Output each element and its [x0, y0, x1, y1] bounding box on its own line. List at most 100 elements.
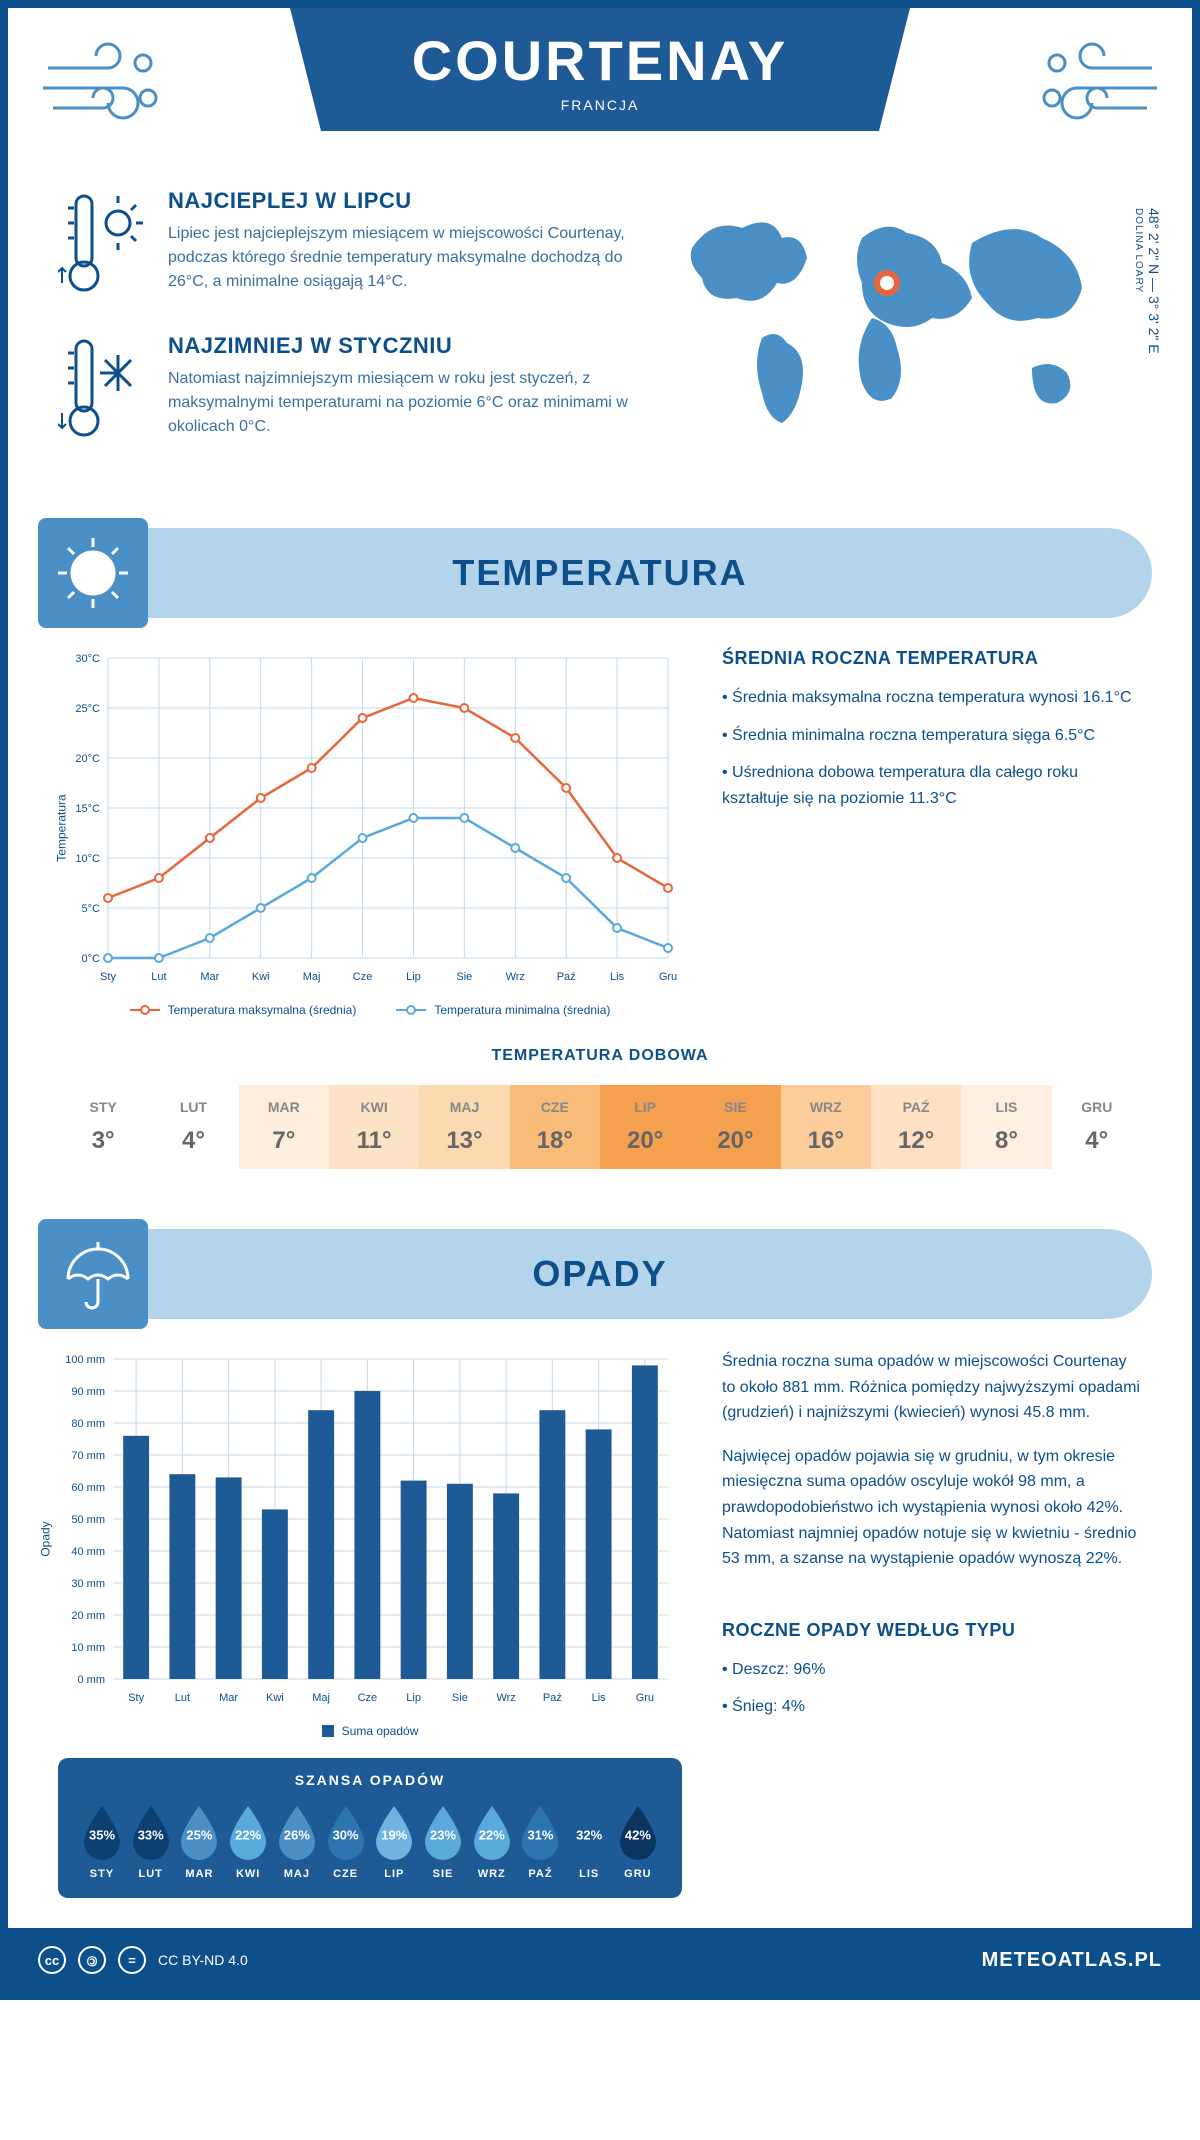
temp-cell: GRU 4° — [1052, 1085, 1142, 1169]
header: COURTENAY FRANCJA — [8, 8, 1192, 188]
svg-text:50 mm: 50 mm — [71, 1514, 105, 1526]
temp-cell: MAJ13° — [419, 1085, 509, 1169]
by-icon: 🄯 — [78, 1946, 106, 1974]
temp-value: 16° — [781, 1127, 871, 1155]
temp-cell: STY3° — [58, 1085, 148, 1169]
temp-value: 13° — [419, 1127, 509, 1155]
rain-drop: 26%MAJ — [273, 1802, 321, 1880]
temp-value: 20° — [690, 1127, 780, 1155]
rain-drop: 35% STY — [78, 1802, 126, 1880]
rain-chance-title: SZANSA OPADÓW — [78, 1772, 662, 1788]
svg-text:Sie: Sie — [456, 971, 472, 983]
svg-text:40 mm: 40 mm — [71, 1546, 105, 1558]
svg-text:Paź: Paź — [557, 971, 576, 983]
svg-text:70 mm: 70 mm — [71, 1450, 105, 1462]
svg-text:Lut: Lut — [175, 1692, 190, 1704]
location-marker-icon — [877, 273, 897, 293]
temp-value: 4° — [1052, 1127, 1142, 1155]
temperature-content: Temperatura 0°C5°C10°C15°C20°C25°C30°CSt… — [8, 648, 1192, 1047]
drop-value: 42% — [614, 1828, 662, 1843]
svg-text:30°C: 30°C — [75, 653, 100, 665]
temp-cell: CZE18° — [510, 1085, 600, 1169]
svg-text:Paź: Paź — [543, 1692, 562, 1704]
temperature-info: ŚREDNIA ROCZNA TEMPERATURA • Średnia mak… — [722, 648, 1142, 1017]
svg-text:Sie: Sie — [452, 1692, 468, 1704]
svg-text:100 mm: 100 mm — [65, 1354, 105, 1366]
world-map: 48° 2' 2" N — 3° 3' 2" E DOLINA LOARY — [662, 188, 1142, 478]
month-label: LIS — [961, 1099, 1051, 1115]
intro-section: NAJCIEPLEJ W LIPCU Lipiec jest najcieple… — [8, 188, 1192, 508]
temperature-line-chart: Temperatura 0°C5°C10°C15°C20°C25°C30°CSt… — [58, 648, 682, 1017]
svg-text:0 mm: 0 mm — [78, 1674, 106, 1686]
drop-value: 22% — [224, 1828, 272, 1843]
intro-text-column: NAJCIEPLEJ W LIPCU Lipiec jest najcieple… — [58, 188, 632, 478]
svg-text:Maj: Maj — [303, 971, 321, 983]
sun-icon — [38, 518, 148, 628]
drop-month: STY — [78, 1868, 126, 1880]
precip-type-item: • Deszcz: 96% — [722, 1657, 1142, 1683]
precip-legend: Suma opadów — [58, 1724, 682, 1738]
temp-ylabel: Temperatura — [55, 794, 69, 861]
temp-bullet: • Średnia minimalna roczna temperatura s… — [722, 723, 1142, 749]
temp-cell: LUT4° — [148, 1085, 238, 1169]
drop-value: 26% — [273, 1828, 321, 1843]
svg-text:15°C: 15°C — [75, 803, 100, 815]
country-label: FRANCJA — [290, 97, 910, 113]
rain-drop: 22%WRZ — [468, 1802, 516, 1880]
rain-drop: 30%CZE — [322, 1802, 370, 1880]
drop-month: GRU — [614, 1868, 662, 1880]
drop-month: LIP — [370, 1868, 418, 1880]
month-label: GRU — [1052, 1099, 1142, 1115]
svg-text:Cze: Cze — [353, 971, 373, 983]
svg-text:Sty: Sty — [100, 971, 116, 983]
precipitation-info: Średnia roczna suma opadów w miejscowośc… — [722, 1349, 1142, 1898]
temp-value: 4° — [148, 1127, 238, 1155]
rain-chance-panel: SZANSA OPADÓW 35%STY33%LUT25%MAR22%KWI26… — [58, 1758, 682, 1898]
drop-month: WRZ — [468, 1868, 516, 1880]
coords-value: 48° 2' 2" N — 3° 3' 2" E — [1146, 208, 1162, 354]
rain-drop: 19%LIP — [370, 1802, 418, 1880]
svg-text:Mar: Mar — [200, 971, 219, 983]
wind-icon-left — [38, 38, 168, 143]
svg-text:Cze: Cze — [358, 1692, 378, 1704]
drop-month: PAŹ — [516, 1868, 564, 1880]
month-label: PAŹ — [871, 1099, 961, 1115]
coldest-text: Natomiast najzimniejszym miesiącem w rok… — [168, 367, 632, 439]
precip-paragraph: Średnia roczna suma opadów w miejscowośc… — [722, 1349, 1142, 1426]
drop-value: 35% — [78, 1828, 126, 1843]
license-text: CC BY-ND 4.0 — [158, 1952, 248, 1968]
title-banner: COURTENAY FRANCJA — [290, 8, 910, 131]
svg-text:80 mm: 80 mm — [71, 1418, 105, 1430]
drop-month: KWI — [224, 1868, 272, 1880]
temp-legend: Temperatura maksymalna (średnia) Tempera… — [58, 1003, 682, 1017]
daily-temp-title: TEMPERATURA DOBOWA — [58, 1047, 1142, 1065]
nd-icon: = — [118, 1946, 146, 1974]
svg-text:Sty: Sty — [128, 1692, 144, 1704]
temp-value: 7° — [239, 1127, 329, 1155]
drop-value: 25% — [175, 1828, 223, 1843]
temperature-heading: TEMPERATURA — [48, 552, 1152, 594]
drop-value: 33% — [127, 1828, 175, 1843]
svg-text:Lut: Lut — [151, 971, 166, 983]
temp-cell: PAŹ12° — [871, 1085, 961, 1169]
precip-type-title: ROCZNE OPADY WEDŁUG TYPU — [722, 1620, 1142, 1641]
svg-text:25°C: 25°C — [75, 703, 100, 715]
line-chart-svg: 0°C5°C10°C15°C20°C25°C30°CStyLutMarKwiMa… — [58, 648, 678, 988]
precip-type-item: • Śnieg: 4% — [722, 1694, 1142, 1720]
svg-text:Gru: Gru — [659, 971, 677, 983]
svg-text:20°C: 20°C — [75, 753, 100, 765]
umbrella-icon — [38, 1219, 148, 1329]
rain-drop: 33% LUT — [127, 1802, 175, 1880]
svg-text:Gru: Gru — [636, 1692, 654, 1704]
temp-value: 20° — [600, 1127, 690, 1155]
drop-month: MAR — [175, 1868, 223, 1880]
coldest-title: NAJZIMNIEJ W STYCZNIU — [168, 333, 632, 359]
rain-drop: 23%SIE — [419, 1802, 467, 1880]
legend-sum: Suma opadów — [322, 1724, 419, 1738]
rain-drop: 25% MAR — [175, 1802, 223, 1880]
drop-month: LIS — [565, 1868, 613, 1880]
svg-text:10°C: 10°C — [75, 853, 100, 865]
drop-month: LUT — [127, 1868, 175, 1880]
hottest-block: NAJCIEPLEJ W LIPCU Lipiec jest najcieple… — [58, 188, 632, 303]
temperature-section-header: TEMPERATURA — [48, 528, 1152, 618]
